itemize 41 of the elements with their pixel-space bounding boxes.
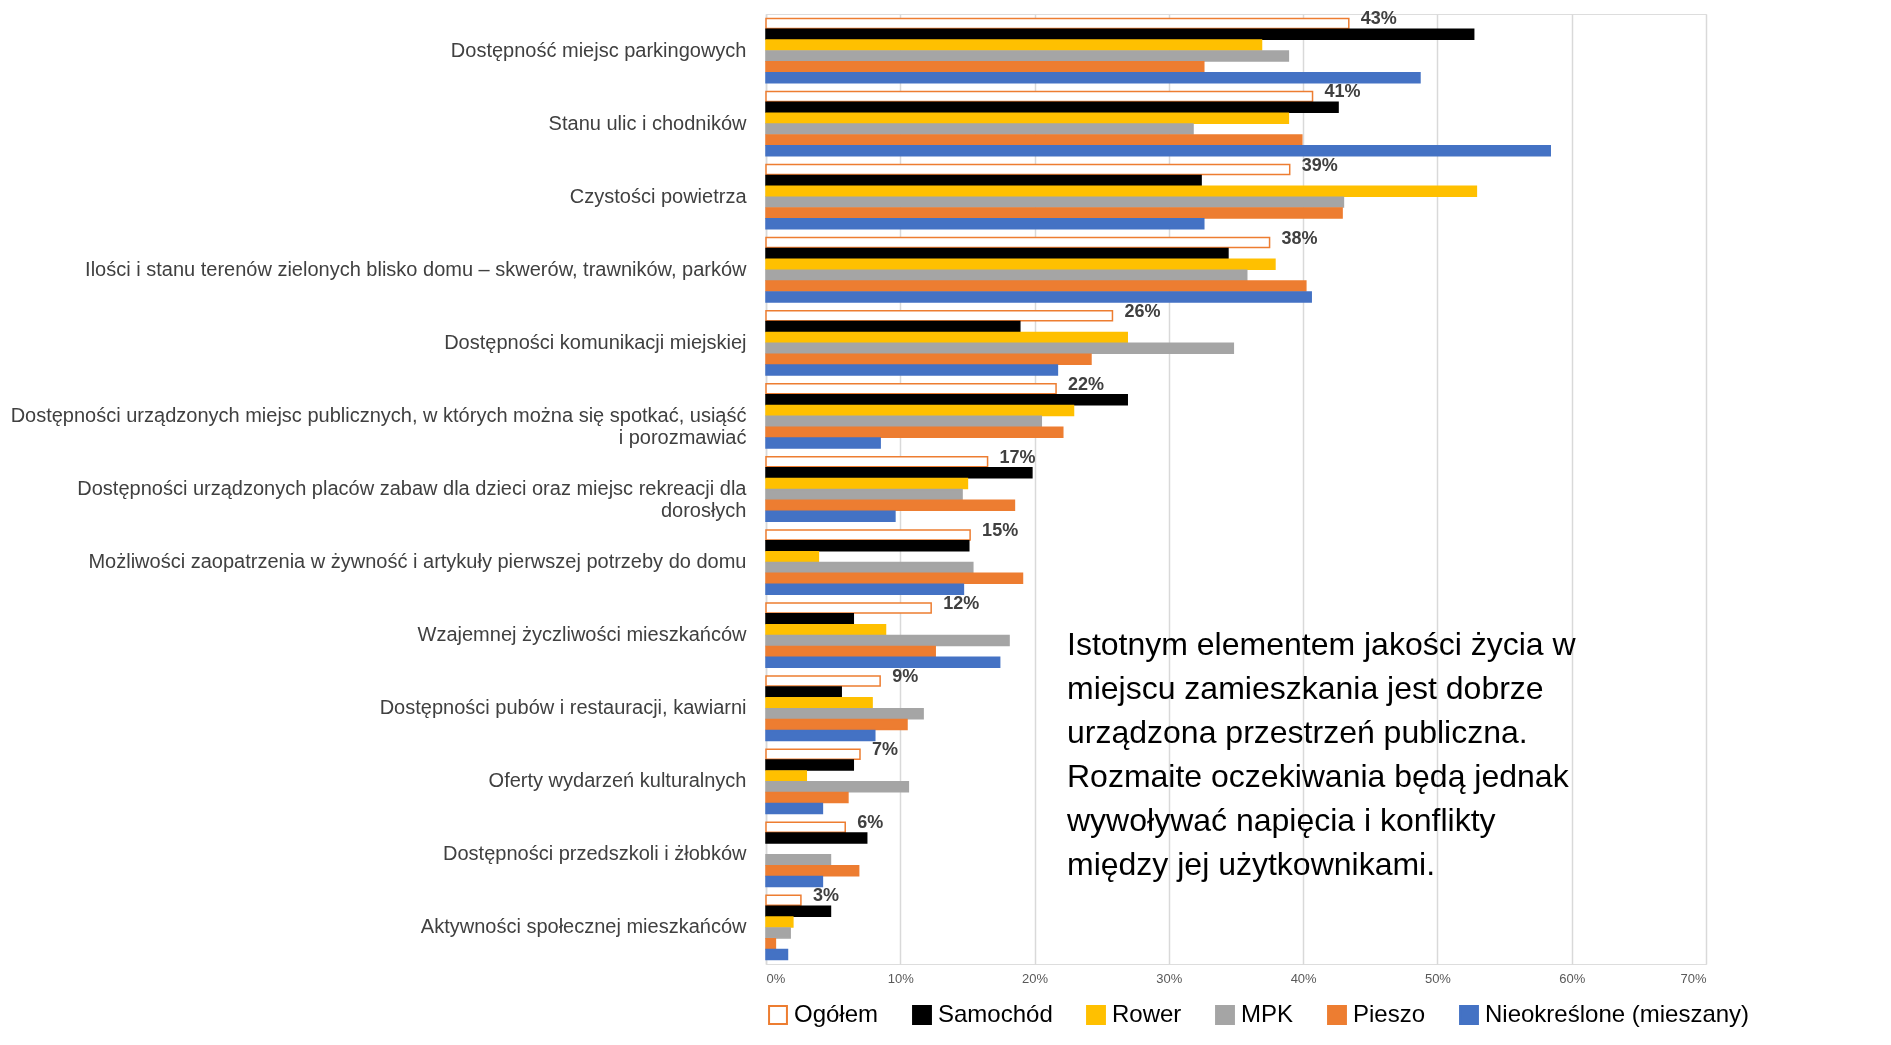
data-label: 7% <box>872 739 899 760</box>
y-tick-label: Dostępności pubów i restauracji, kawiarni <box>379 696 747 719</box>
data-label: 41% <box>1324 81 1361 102</box>
y-tick-label: Oferty wydarzeń kulturalnych <box>488 769 747 792</box>
y-tick-label: Możliwości zaopatrzenia w żywność i artykuły pierwszej potrzeby do domu <box>88 550 747 573</box>
x-tick-label: 70% <box>1680 970 1707 986</box>
legend-label: Rower <box>1112 1000 1182 1028</box>
y-tick-label: Dostępność miejsc parkingowych <box>450 38 747 61</box>
y-tick-label: Ilości i stanu terenów zielonych blisko domu – skwerów, trawników, parków <box>85 257 748 280</box>
data-label: 3% <box>812 885 839 906</box>
legend-label: Nieokreślone (mieszany) <box>1485 1000 1750 1028</box>
data-label: 17% <box>999 446 1036 467</box>
legend-label: Pieszo <box>1353 1000 1426 1028</box>
y-tick-label: Stanu ulic i chodników <box>548 111 748 134</box>
x-tick-label: 50% <box>1424 970 1452 986</box>
data-label: 38% <box>1281 227 1318 248</box>
data-label: 39% <box>1301 154 1338 175</box>
x-tick-label: 20% <box>1022 970 1049 986</box>
x-tick-label: 30% <box>1156 970 1183 986</box>
legend-label: Ogółem <box>794 1000 879 1028</box>
data-label: 9% <box>892 666 919 687</box>
y-tick-label: Dostępności urządzonych placów zabaw dla dzieci oraz miejsc rekreacji dla dorosłych <box>77 477 748 521</box>
x-tick-label: 0% <box>766 970 786 986</box>
legend-label: MPK <box>1241 1000 1294 1028</box>
data-label: 12% <box>943 593 980 613</box>
annotation: Istotnym elementem jakości życia w miejscu zamieszkania jest dobrze urządzona przestrzeń publiczna. Rozmaite oczekiwania będą jednak wywoływać napięcia i konflikty między jej użytkownikami. <box>1066 626 1577 882</box>
data-label: 15% <box>982 519 1019 540</box>
data-label: 22% <box>1068 373 1105 394</box>
x-tick-label: 10% <box>887 970 915 986</box>
data-label: 26% <box>1124 300 1161 321</box>
y-tick-label: Wzajemnej życzliwości mieszkańców <box>417 623 748 646</box>
x-tick-label: 40% <box>1290 970 1318 986</box>
data-label: 6% <box>857 812 884 833</box>
data-label: 43% <box>1360 8 1397 29</box>
y-tick-label: Dostępności komunikacji miejskiej <box>444 330 747 353</box>
y-tick-label: Czystości powietrza <box>569 184 748 207</box>
y-tick-label: Aktywności społecznej mieszkańców <box>420 915 748 938</box>
y-tick-label: Dostępności urządzonych miejsc publicznych, w których można się spotkać, usiąść i porozmawiać <box>10 403 747 448</box>
legend-label: Samochód <box>938 1000 1053 1028</box>
y-tick-label: Dostępności przedszkoli i żłobków <box>443 842 748 865</box>
x-tick-label: 60% <box>1559 970 1586 986</box>
